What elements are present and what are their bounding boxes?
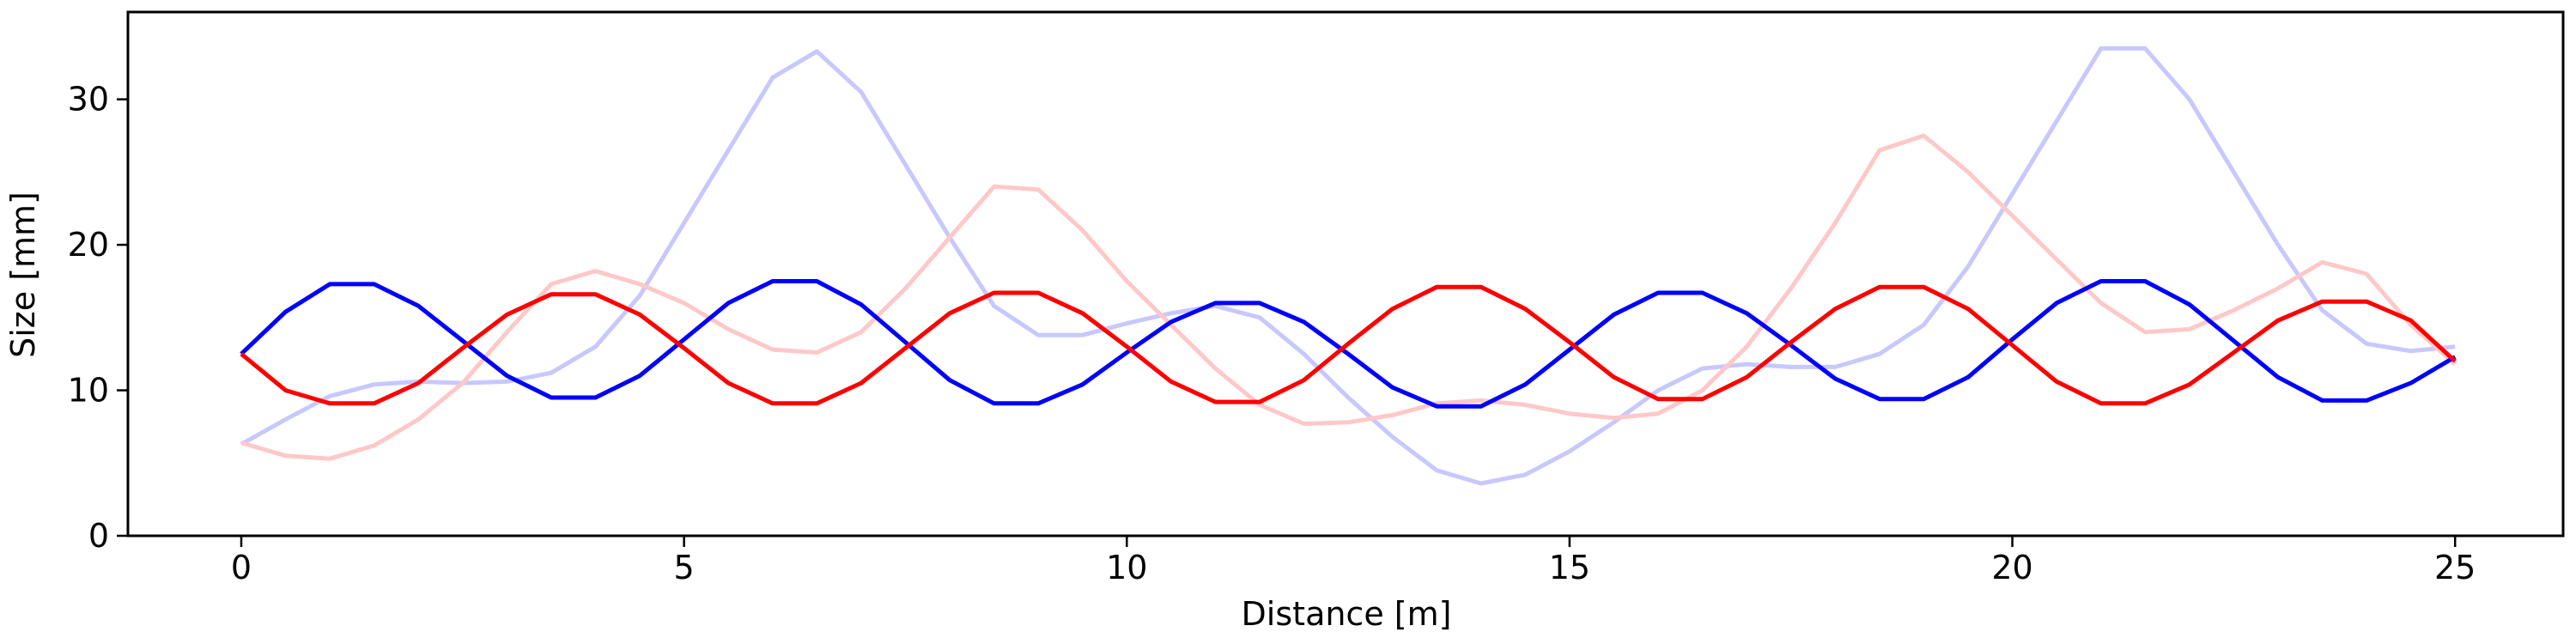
y-tick-label: 10 xyxy=(68,372,109,410)
x-tick-label: 0 xyxy=(231,549,252,586)
y-tick-label: 0 xyxy=(88,517,109,555)
y-tick-label: 20 xyxy=(68,226,109,264)
x-tick-label: 25 xyxy=(2434,549,2476,586)
x-tick-label: 15 xyxy=(1549,549,1590,586)
series-line xyxy=(240,279,2457,409)
series-line xyxy=(240,46,2456,486)
x-tick-label: 10 xyxy=(1106,549,1147,586)
plot-frame xyxy=(126,10,2565,538)
y-tick-label: 30 xyxy=(68,81,109,118)
x-tick-label: 20 xyxy=(1991,549,2032,586)
series-line xyxy=(240,133,2457,461)
y-axis-label: Size [mm] xyxy=(4,191,42,358)
x-axis-label: Distance [m] xyxy=(1242,595,1452,633)
series-line xyxy=(240,284,2457,406)
x-tick-label: 5 xyxy=(674,549,695,586)
